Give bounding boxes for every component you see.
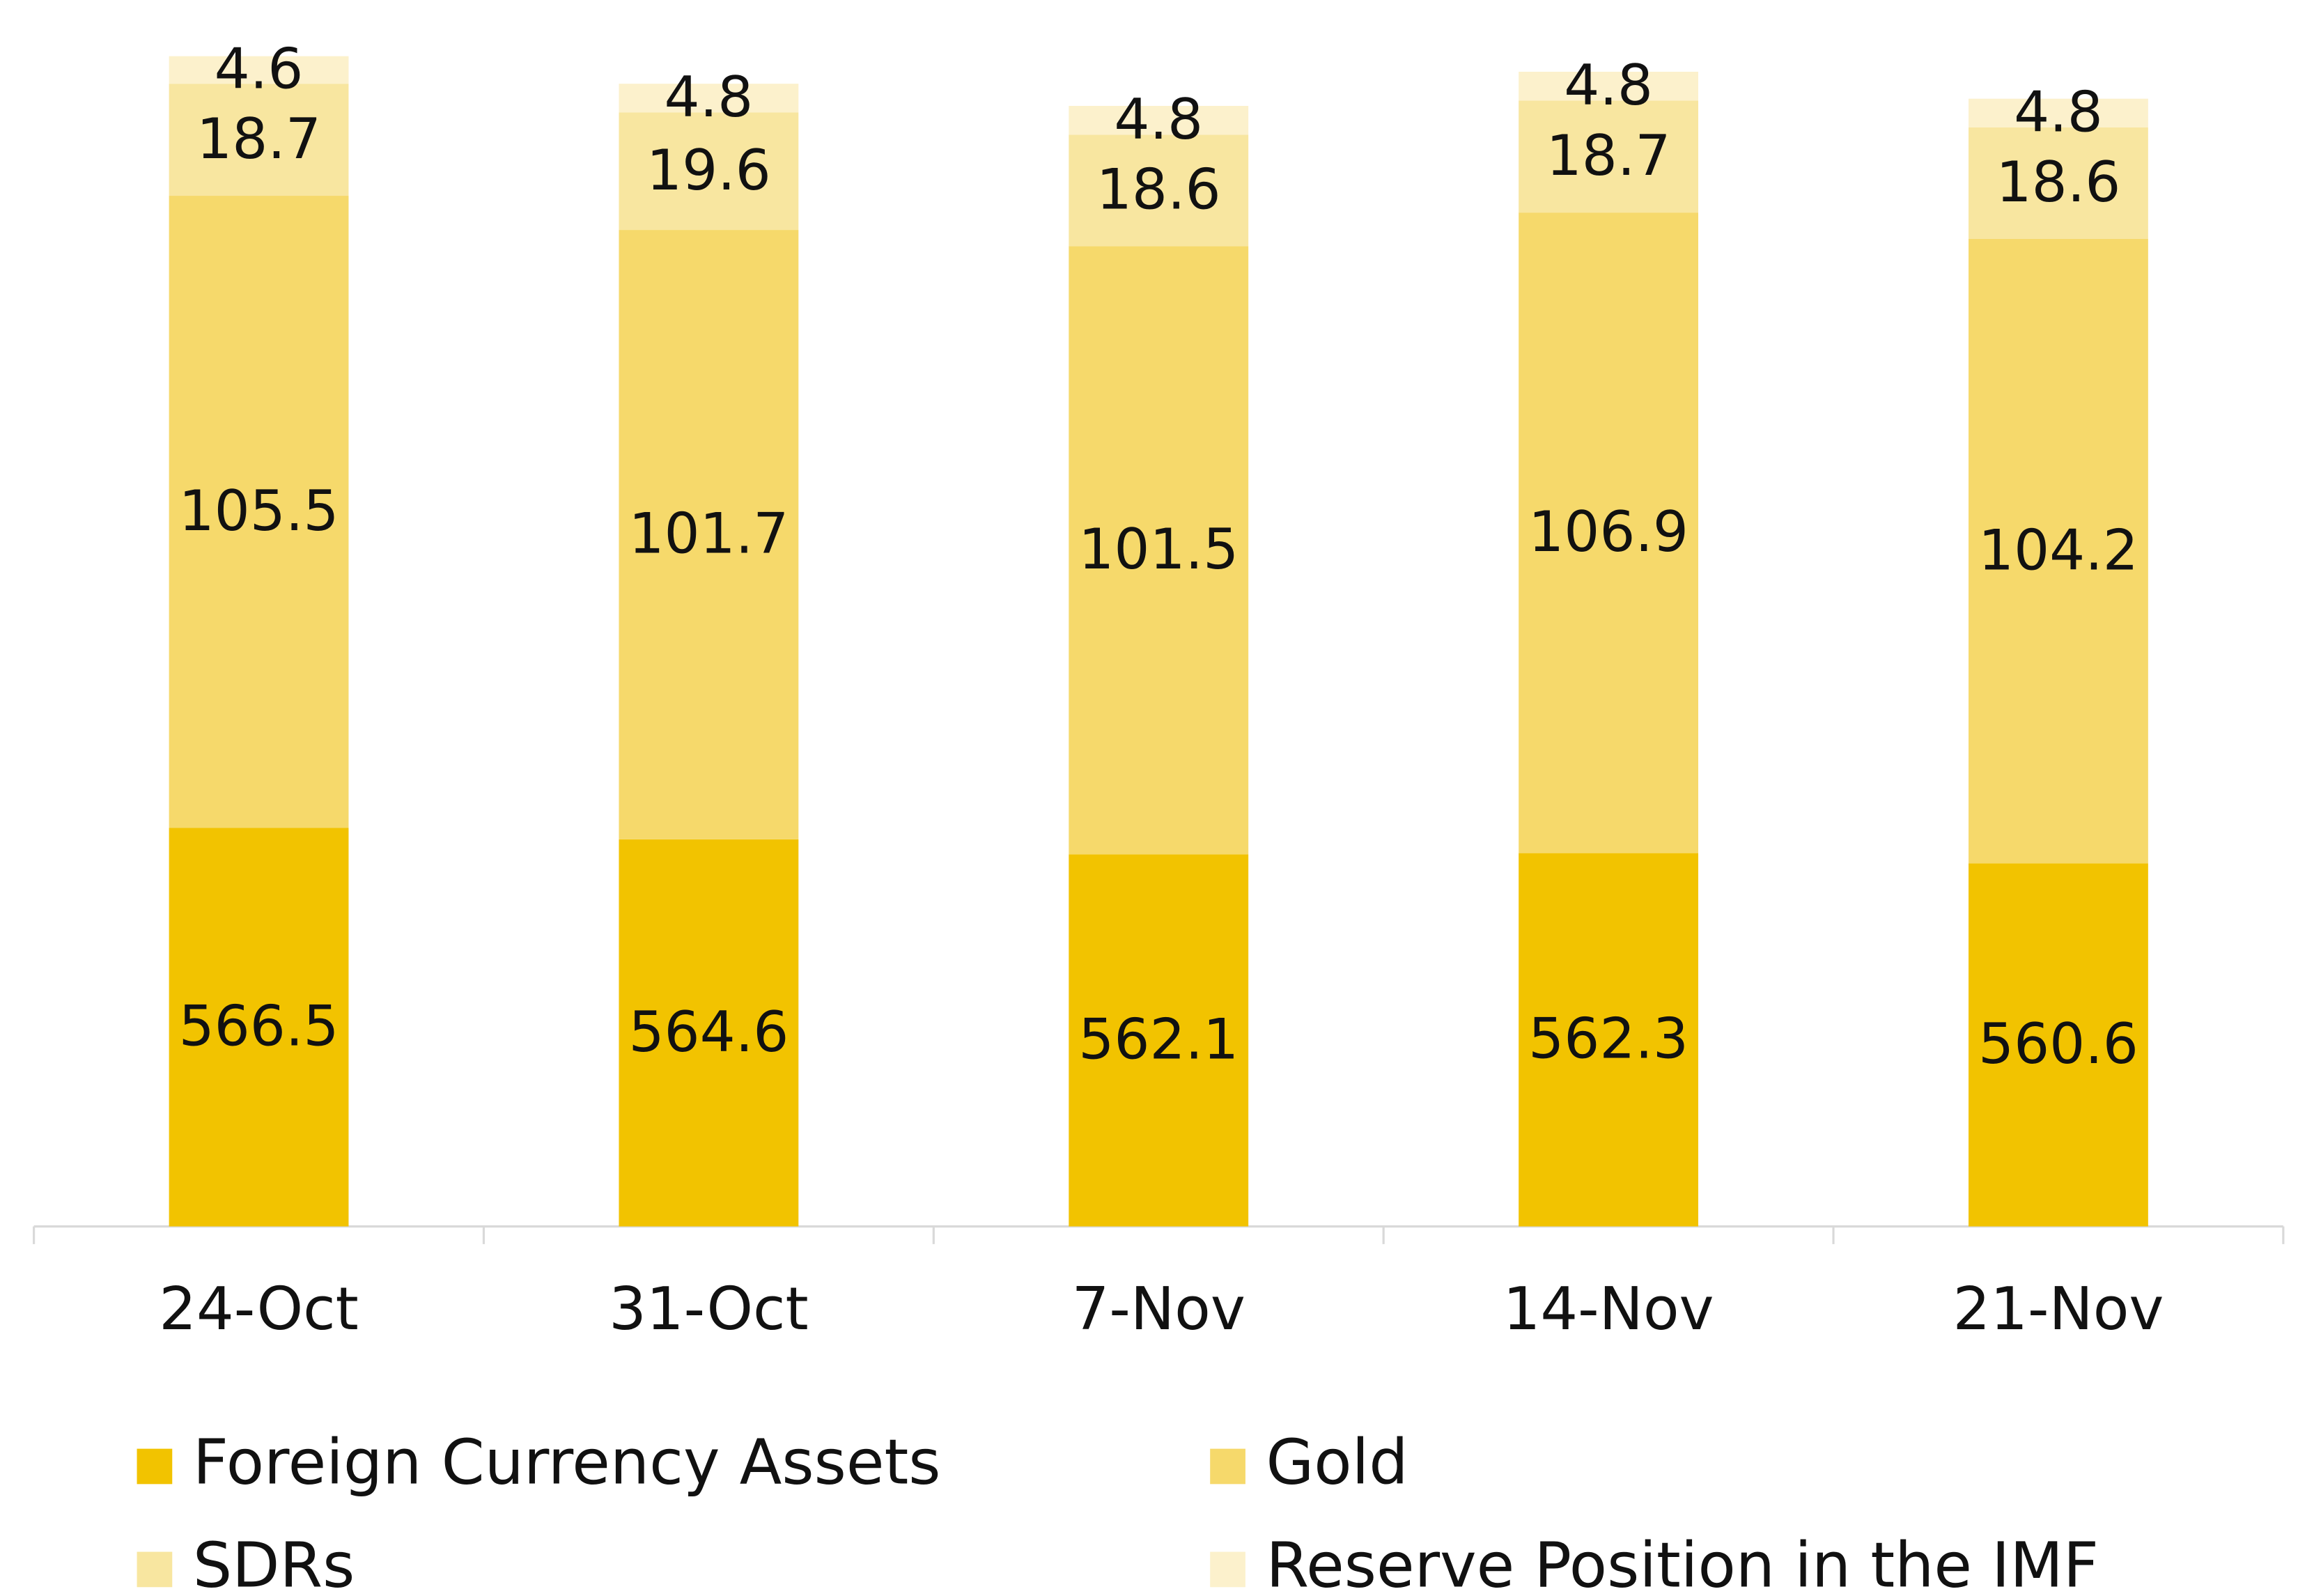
bar-segment xyxy=(619,112,799,231)
bar-segment xyxy=(169,828,349,1227)
data-label: 106.9 xyxy=(1528,499,1688,564)
bar-segment xyxy=(1969,127,2148,239)
data-label: 562.1 xyxy=(1078,1007,1239,1072)
bar-segment xyxy=(619,230,799,839)
legend-swatch xyxy=(137,1448,173,1485)
bar-segment xyxy=(169,56,349,84)
data-label: 560.6 xyxy=(1978,1011,2138,1076)
legend-label: Foreign Currency Assets xyxy=(193,1426,941,1498)
data-label: 4.8 xyxy=(665,64,754,130)
bar-segment xyxy=(619,84,799,113)
x-tick-label: 21-Nov xyxy=(1952,1275,2164,1343)
legend-label: Gold xyxy=(1266,1426,1408,1498)
legend-label: Reserve Position in the IMF xyxy=(1266,1529,2099,1596)
legend-label: SDRs xyxy=(193,1529,355,1596)
bar-segment xyxy=(1969,863,2148,1227)
x-tick-label: 14-Nov xyxy=(1503,1275,1714,1343)
bar-segment xyxy=(1069,854,1249,1227)
data-label: 4.8 xyxy=(2014,79,2103,145)
data-label: 101.5 xyxy=(1078,516,1239,582)
data-label: 566.5 xyxy=(179,993,339,1059)
legend-swatch xyxy=(1210,1551,1245,1588)
bar-segment xyxy=(619,839,799,1227)
bar-segment xyxy=(169,84,349,196)
x-tick-label: 7-Nov xyxy=(1072,1275,1245,1343)
data-label: 101.7 xyxy=(628,501,789,566)
data-label: 18.7 xyxy=(1546,123,1671,188)
bar-segment xyxy=(1519,212,1699,853)
bar-segment xyxy=(1519,853,1699,1227)
bar-segment xyxy=(1519,100,1699,213)
legend-swatch xyxy=(137,1551,173,1588)
data-label: 18.7 xyxy=(196,106,321,171)
bar-segment xyxy=(1069,134,1249,247)
data-label: 4.8 xyxy=(1564,52,1653,118)
data-label: 562.3 xyxy=(1528,1006,1688,1071)
data-label: 105.5 xyxy=(179,478,339,543)
data-label: 564.6 xyxy=(628,999,789,1064)
bar-segment xyxy=(169,196,349,828)
x-tick-label: 31-Oct xyxy=(609,1275,809,1343)
data-label: 104.2 xyxy=(1978,517,2138,582)
bar-segment xyxy=(1969,238,2148,864)
bar-segment xyxy=(1969,98,2148,127)
data-label: 4.6 xyxy=(215,36,304,102)
bar-segment xyxy=(1519,71,1699,101)
data-label: 4.8 xyxy=(1114,86,1203,152)
data-label: 18.6 xyxy=(1096,156,1221,222)
bar-segment xyxy=(1069,246,1249,855)
data-label: 19.6 xyxy=(646,137,771,203)
x-tick-label: 24-Oct xyxy=(159,1275,359,1343)
data-label: 18.6 xyxy=(1996,149,2121,215)
bar-segment xyxy=(1069,106,1249,135)
legend-swatch xyxy=(1210,1448,1245,1485)
